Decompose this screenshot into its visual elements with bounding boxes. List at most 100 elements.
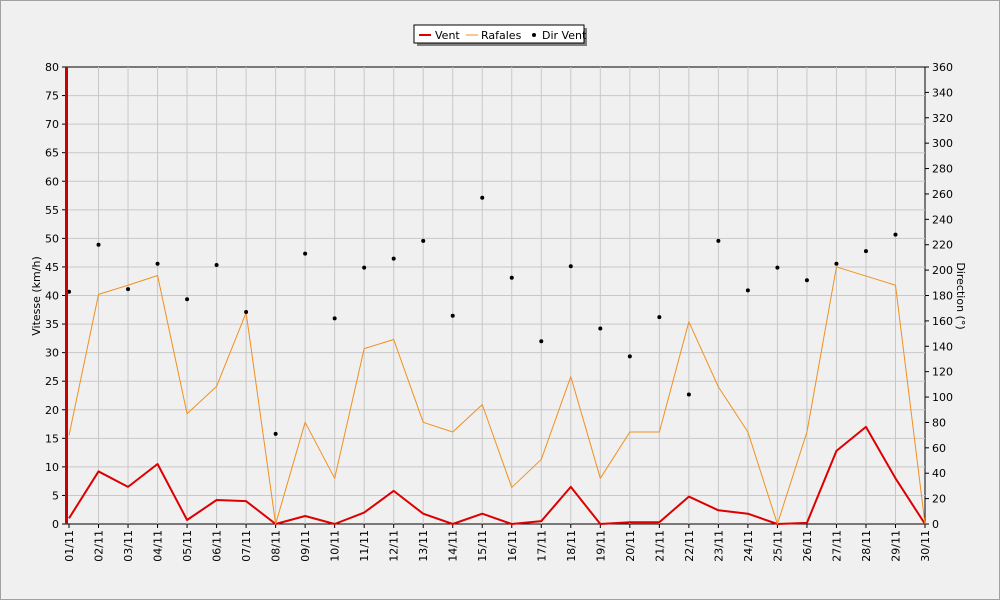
dir-vent-point	[568, 264, 573, 269]
x-tick-label: 02/11	[93, 530, 106, 562]
x-tick-label: 29/11	[889, 530, 902, 562]
y-tick-label: 10	[45, 461, 59, 474]
y2-tick-label: 300	[932, 137, 953, 150]
y-tick-label: 75	[45, 90, 59, 103]
y-tick-label: 55	[45, 204, 59, 217]
y-axis-label: Vitesse (km/h)	[30, 256, 43, 336]
x-tick-label: 09/11	[299, 530, 312, 562]
x-tick-label: 03/11	[122, 530, 135, 562]
dir-vent-point	[686, 392, 691, 397]
x-tick-label: 21/11	[653, 530, 666, 562]
legend-dir-label: Dir Vent	[542, 29, 587, 42]
dir-vent-point	[421, 238, 426, 243]
y-tick-label: 30	[45, 347, 59, 360]
dir-vent-point	[627, 354, 632, 359]
y2-tick-label: 60	[932, 442, 946, 455]
x-tick-label: 19/11	[594, 530, 607, 562]
y2-tick-label: 220	[932, 239, 953, 252]
dir-vent-point	[362, 265, 367, 270]
y2-tick-label: 320	[932, 112, 953, 125]
y-tick-label: 0	[52, 518, 59, 531]
x-tick-label: 11/11	[358, 530, 371, 562]
legend-rafales-label: Rafales	[481, 29, 522, 42]
dir-vent-point	[244, 310, 249, 315]
y2-tick-label: 20	[932, 493, 946, 506]
y2-tick-label: 40	[932, 467, 946, 480]
vent-line	[68, 425, 926, 525]
y2-tick-label: 80	[932, 416, 946, 429]
dir-vent-point	[657, 315, 662, 320]
x-tick-label: 06/11	[211, 530, 224, 562]
x-tick-label: 25/11	[771, 530, 784, 562]
x-tick-label: 01/11	[63, 530, 76, 562]
y-tick-label: 15	[45, 432, 59, 445]
y2-tick-label: 180	[932, 290, 953, 303]
y-tick-label: 70	[45, 118, 59, 131]
x-tick-label: 16/11	[506, 530, 519, 562]
y2-tick-label: 340	[932, 86, 953, 99]
y-tick-label: 45	[45, 261, 59, 274]
dir-vent-point	[155, 261, 160, 266]
dir-vent-point	[893, 232, 898, 237]
y-tick-label: 20	[45, 404, 59, 417]
rafales-line	[68, 266, 926, 525]
y2-tick-label: 160	[932, 315, 953, 328]
dir-vent-point	[96, 242, 101, 247]
legend-vent-label: Vent	[435, 29, 460, 42]
dir-vent-point	[716, 238, 721, 243]
dir-vent-point	[804, 278, 809, 283]
x-tick-label: 27/11	[830, 530, 843, 562]
dir-vent-point	[745, 288, 750, 293]
legend-dir-swatch	[532, 33, 536, 37]
dir-vent-point	[214, 263, 219, 268]
dir-vent-point	[509, 275, 514, 280]
legend: Vent Rafales Dir Vent	[413, 24, 587, 46]
y2-tick-label: 100	[932, 391, 953, 404]
y-tick-label: 35	[45, 318, 59, 331]
y-tick-label: 5	[52, 489, 59, 502]
dir-vent-point	[539, 339, 544, 344]
y2-axis-label: Direction (°)	[954, 262, 967, 329]
dir-vent-point	[391, 256, 396, 261]
y2-tick-label: 260	[932, 188, 953, 201]
dir-vent-point	[332, 316, 337, 321]
dir-vent-point	[863, 249, 868, 254]
y2-tick-label: 0	[932, 518, 939, 531]
y-tick-label: 50	[45, 232, 59, 245]
y2-tick-label: 280	[932, 163, 953, 176]
dir-vent-point	[303, 251, 308, 256]
y2-tick-label: 140	[932, 340, 953, 353]
x-axis: 01/11 02/11 03/11 04/11 05/11 06/11 07/11 08/11…	[63, 524, 932, 562]
x-tick-label: 20/11	[624, 530, 637, 562]
x-tick-label: 26/11	[801, 530, 814, 562]
x-tick-label: 30/11	[919, 530, 932, 562]
y2-tick-label: 120	[932, 366, 953, 379]
dir-vent-point	[598, 326, 603, 331]
dir-vent-point	[450, 313, 455, 318]
x-tick-label: 08/11	[270, 530, 283, 562]
x-tick-label: 22/11	[683, 530, 696, 562]
y2-tick-label: 200	[932, 264, 953, 277]
legend-box	[413, 24, 585, 44]
y-axis-right: 0 20 40 60 80 100 120 140 160 180 200 220 240 260 280 3…	[925, 61, 953, 531]
x-tick-label: 17/11	[535, 530, 548, 562]
dir-vent-point	[185, 297, 190, 302]
x-tick-label: 18/11	[565, 530, 578, 562]
x-tick-label: 14/11	[447, 530, 460, 562]
x-tick-label: 24/11	[742, 530, 755, 562]
x-tick-label: 13/11	[417, 530, 430, 562]
x-tick-label: 28/11	[860, 530, 873, 562]
y2-tick-label: 360	[932, 61, 953, 74]
y-axis-left: 0 5 10 15 20 25 30 35 40 45 50 55 60 65 70 75 80	[45, 61, 66, 531]
dir-vent-point	[273, 431, 278, 436]
y-tick-label: 60	[45, 175, 59, 188]
x-tick-label: 04/11	[152, 530, 165, 562]
y2-tick-label: 240	[932, 213, 953, 226]
dir-vent-point	[775, 265, 780, 270]
y-tick-label: 80	[45, 61, 59, 74]
y-tick-label: 65	[45, 147, 59, 160]
x-tick-label: 05/11	[181, 530, 194, 562]
x-tick-label: 10/11	[329, 530, 342, 562]
x-tick-label: 15/11	[476, 530, 489, 562]
